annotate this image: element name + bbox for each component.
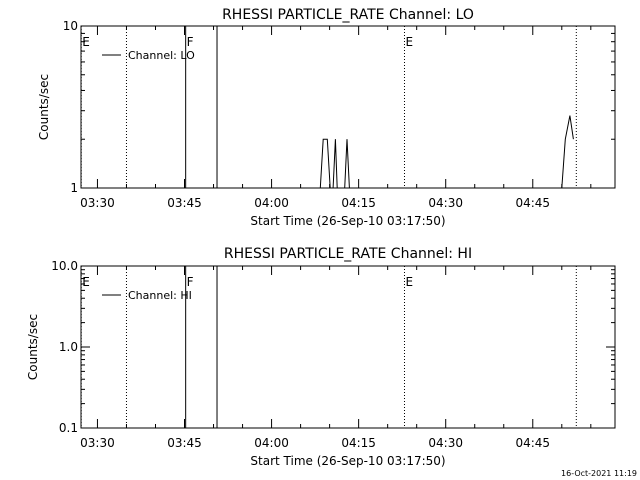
chart-title: RHESSI PARTICLE_RATE Channel: HI xyxy=(224,246,472,262)
y-tick-label: 1 xyxy=(70,181,78,195)
x-tick-label: 04:30 xyxy=(428,196,463,210)
data-series-line xyxy=(561,115,574,189)
y-tick-label: 0.1 xyxy=(59,421,78,435)
x-tick-label: 04:45 xyxy=(515,436,550,450)
y-axis-label: Counts/sec xyxy=(37,74,51,140)
event-marker-label: E xyxy=(82,35,90,49)
data-series-line xyxy=(332,139,338,189)
y-tick-label: 1.0 xyxy=(59,340,78,354)
event-marker-label: E xyxy=(405,35,413,49)
x-axis-label: Start Time (26-Sep-10 03:17:50) xyxy=(250,214,445,228)
x-tick-label: 04:45 xyxy=(515,196,550,210)
chart-title: RHESSI PARTICLE_RATE Channel: LO xyxy=(222,7,474,23)
y-axis-label: Counts/sec xyxy=(26,314,40,380)
data-series-line xyxy=(319,138,331,189)
x-axis-label: Start Time (26-Sep-10 03:17:50) xyxy=(250,454,445,468)
event-marker-label: E xyxy=(405,275,413,289)
x-tick-label: 04:15 xyxy=(341,436,376,450)
footer-timestamp: 16-Oct-2021 11:19 xyxy=(561,469,637,478)
panel-lo: RHESSI PARTICLE_RATE Channel: LO Counts/s… xyxy=(37,7,616,228)
legend-label: Channel: LO xyxy=(128,49,195,62)
x-tick-label: 03:45 xyxy=(167,436,202,450)
y-tick-label: 10 xyxy=(63,19,78,33)
event-marker-label: F xyxy=(187,275,194,289)
panel-hi: RHESSI PARTICLE_RATE Channel: HI Counts/s… xyxy=(26,246,616,468)
event-marker-label: E xyxy=(82,275,90,289)
x-tick-label: 04:15 xyxy=(341,196,376,210)
event-marker-label: F xyxy=(187,35,194,49)
x-tick-label: 03:45 xyxy=(167,196,202,210)
x-tick-label: 04:00 xyxy=(254,436,289,450)
x-tick-label: 04:00 xyxy=(254,196,289,210)
x-tick-label: 03:30 xyxy=(80,196,115,210)
x-tick-label: 04:30 xyxy=(428,436,463,450)
x-tick-label: 03:30 xyxy=(80,436,115,450)
y-tick-label: 10.0 xyxy=(51,259,78,273)
data-series-line xyxy=(344,139,350,189)
legend-label: Channel: HI xyxy=(128,289,192,302)
